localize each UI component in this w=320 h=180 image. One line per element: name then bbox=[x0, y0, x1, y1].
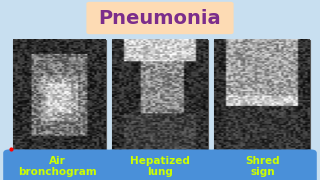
FancyBboxPatch shape bbox=[3, 149, 112, 180]
FancyBboxPatch shape bbox=[208, 149, 317, 180]
FancyBboxPatch shape bbox=[112, 40, 208, 158]
FancyBboxPatch shape bbox=[13, 40, 106, 158]
FancyBboxPatch shape bbox=[106, 149, 214, 180]
Text: Hepatized
lung: Hepatized lung bbox=[130, 156, 190, 177]
Text: Shred
sign: Shred sign bbox=[245, 156, 280, 177]
Text: Air
bronchogram: Air bronchogram bbox=[18, 156, 97, 177]
FancyBboxPatch shape bbox=[86, 2, 234, 34]
Text: Pneumonia: Pneumonia bbox=[99, 8, 221, 28]
FancyBboxPatch shape bbox=[214, 40, 310, 158]
